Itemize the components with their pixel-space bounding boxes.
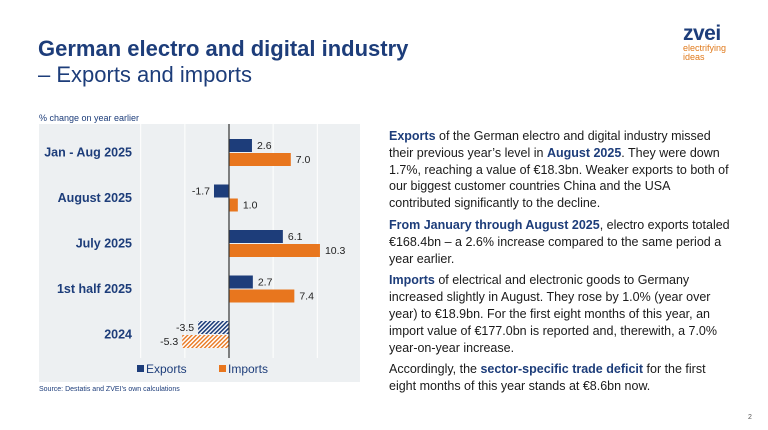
data-label: 1.0 xyxy=(243,200,258,212)
bar-imports xyxy=(182,335,229,348)
logo-name: zvei xyxy=(683,22,721,45)
bar-imports xyxy=(229,198,238,212)
bold-text: August 2025 xyxy=(546,145,622,160)
bar-imports xyxy=(229,244,320,257)
commentary-text: Exports of the German electro and digita… xyxy=(389,128,734,400)
bold-text: Exports xyxy=(389,129,436,143)
slide-title: German electro and digital industry – Ex… xyxy=(38,36,408,88)
category-label: 2024 xyxy=(104,328,132,342)
text: of the German electro and digital indust… xyxy=(389,129,711,160)
zvei-logo: zvei electrifying ideas xyxy=(683,22,727,62)
logo-tagline-2: ideas xyxy=(683,52,705,62)
data-label: 6.1 xyxy=(288,231,303,243)
chart-ylabel: % change on year earlier xyxy=(39,113,140,123)
data-label: 2.6 xyxy=(257,140,272,152)
logo-tagline-1: electrifying xyxy=(683,43,727,53)
data-label: 2.7 xyxy=(258,277,273,289)
data-label: -5.3 xyxy=(160,336,178,348)
text: . They were down 1.7%, reaching a value … xyxy=(389,145,729,211)
bar-imports xyxy=(229,289,295,303)
legend-label-imports: Imports xyxy=(228,362,268,376)
legend-swatch-imports xyxy=(219,365,226,372)
category-label: August 2025 xyxy=(58,191,132,205)
page-number: 2 xyxy=(748,414,752,421)
bold-text: From January through August 2025 xyxy=(389,217,600,232)
bar-imports xyxy=(229,153,291,166)
legend-swatch-exports xyxy=(137,365,144,372)
data-label: -3.5 xyxy=(176,322,194,334)
category-label: July 2025 xyxy=(76,237,132,251)
chart-source: Source: Destatis and ZVEI’s own calculat… xyxy=(39,386,180,393)
title-line-1: German electro and digital industry xyxy=(38,36,409,61)
text: of electrical and electronic goods to Ge… xyxy=(389,273,717,355)
bar-exports xyxy=(229,230,283,243)
bar-exports xyxy=(213,184,229,198)
bar-exports xyxy=(229,139,252,152)
bold-text: sector-specific trade deficit xyxy=(480,362,644,377)
data-label: 7.4 xyxy=(299,291,314,303)
text: Accordingly, the xyxy=(389,362,481,377)
category-label: 1st half 2025 xyxy=(57,282,132,296)
data-label: -1.7 xyxy=(192,186,210,198)
data-label: 10.3 xyxy=(325,245,346,257)
paragraph: From January through August 2025, electr… xyxy=(389,217,734,267)
bold-text: Imports xyxy=(389,273,435,288)
bar-exports xyxy=(198,321,229,334)
bar-exports xyxy=(229,275,253,289)
paragraph: Accordingly, the sector-specific trade d… xyxy=(389,361,734,395)
text: , electro exports totaled €168.4bn – a 2… xyxy=(389,217,730,266)
title-line-2: – Exports and imports xyxy=(38,62,252,87)
paragraph: Imports of electrical and electronic goo… xyxy=(389,272,734,356)
text: for the first eight months of this year … xyxy=(389,362,706,394)
paragraph: Exports of the German electro and digita… xyxy=(389,128,734,212)
legend-label-exports: Exports xyxy=(146,362,187,376)
category-label: Jan - Aug 2025 xyxy=(44,146,132,160)
data-label: 7.0 xyxy=(296,154,311,166)
